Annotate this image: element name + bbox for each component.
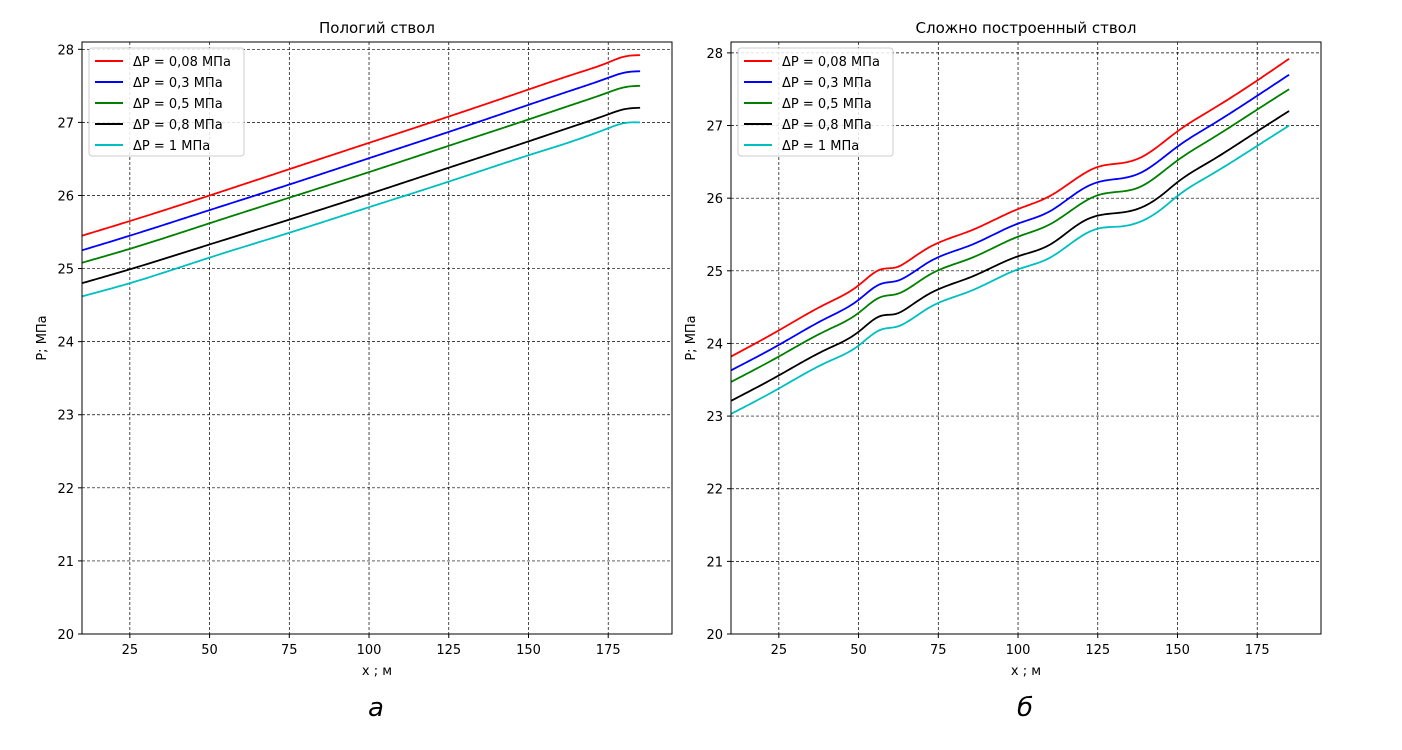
legend-label: ΔP = 0,08 МПа bbox=[782, 55, 880, 70]
legend-box bbox=[737, 47, 894, 157]
y-tick-label: 27 bbox=[57, 116, 74, 131]
y-tick-label: 28 bbox=[706, 47, 723, 62]
legend-label: ΔP = 1 МПа bbox=[782, 139, 859, 154]
y-tick-label: 21 bbox=[706, 555, 723, 570]
x-tick-label: 150 bbox=[1165, 643, 1190, 658]
series-line-4 bbox=[730, 110, 1290, 402]
legend-label: ΔP = 0,5 МПа bbox=[133, 97, 223, 112]
x-axis-label: x ; м bbox=[1011, 664, 1041, 679]
x-tick-label: 50 bbox=[850, 643, 867, 658]
x-tick-label: 125 bbox=[1085, 643, 1110, 658]
x-tick-label: 100 bbox=[1006, 643, 1031, 658]
x-tick-label: 125 bbox=[436, 643, 461, 658]
x-tick-label: 75 bbox=[281, 643, 298, 658]
plot-frame bbox=[81, 41, 673, 635]
x-tick-label: 50 bbox=[201, 643, 218, 658]
series-line-2 bbox=[81, 70, 641, 252]
chart-title: Пологий ствол bbox=[319, 19, 435, 37]
legend-label: ΔP = 0,08 МПа bbox=[133, 55, 231, 70]
x-tick-label: 175 bbox=[596, 643, 621, 658]
legend-label: ΔP = 1 МПа bbox=[133, 139, 210, 154]
y-tick-label: 21 bbox=[57, 555, 74, 570]
plot-frame bbox=[730, 41, 1322, 635]
chart-panel-2: 25 50 75 100 125 150 175 20 21 22 23 24 25 26 27 28 ΔP =… bbox=[684, 19, 1322, 723]
series-line-5 bbox=[730, 124, 1290, 415]
series-line-3 bbox=[81, 84, 641, 264]
legend-label: ΔP = 0,5 МПа bbox=[782, 97, 872, 112]
series-line-1 bbox=[730, 57, 1290, 358]
panel-label: а bbox=[368, 693, 384, 723]
legend-box bbox=[88, 47, 245, 157]
y-tick-label: 20 bbox=[57, 628, 74, 643]
x-tick-label: 25 bbox=[122, 643, 139, 658]
y-tick-label: 20 bbox=[706, 628, 723, 643]
y-tick-label: 22 bbox=[57, 482, 74, 497]
chart-title: Сложно построенный ствол bbox=[916, 19, 1137, 37]
y-tick-label: 22 bbox=[706, 483, 723, 498]
panel-label: б bbox=[1017, 693, 1033, 723]
x-tick-label: 175 bbox=[1245, 643, 1270, 658]
y-tick-label: 27 bbox=[706, 120, 723, 135]
legend-label: ΔP = 0,8 МПа bbox=[133, 118, 223, 133]
series-line-3 bbox=[730, 88, 1290, 383]
y-tick-label: 26 bbox=[57, 189, 74, 204]
x-tick-label: 75 bbox=[930, 643, 947, 658]
legend: ΔP = 0,08 МПа ΔP = 0,3 МПа ΔP = 0,5 МПа ΔP … bbox=[88, 47, 245, 157]
y-tick-label: 26 bbox=[706, 192, 723, 207]
series-line-2 bbox=[730, 73, 1290, 372]
y-tick-label: 23 bbox=[706, 410, 723, 425]
x-tick-label: 150 bbox=[516, 643, 541, 658]
y-tick-label: 24 bbox=[706, 337, 723, 352]
x-tick-label: 25 bbox=[771, 643, 788, 658]
y-tick-label: 24 bbox=[57, 336, 74, 351]
y-axis-label: P; МПа bbox=[35, 315, 50, 360]
y-tick-label: 25 bbox=[57, 263, 74, 278]
legend-label: ΔP = 0,3 МПа bbox=[133, 76, 223, 91]
y-tick-label: 28 bbox=[57, 43, 74, 58]
y-tick-label: 23 bbox=[57, 409, 74, 424]
series-line-1 bbox=[81, 54, 641, 237]
legend-label: ΔP = 0,8 МПа bbox=[782, 118, 872, 133]
legend-label: ΔP = 0,3 МПа bbox=[782, 76, 872, 91]
series-line-5 bbox=[81, 121, 641, 298]
y-axis-label: P; МПа bbox=[684, 315, 699, 360]
x-tick-label: 100 bbox=[357, 643, 382, 658]
legend: ΔP = 0,08 МПа ΔP = 0,3 МПа ΔP = 0,5 МПа ΔP … bbox=[737, 47, 894, 157]
chart-panel-1: 25 50 75 100 125 150 175 20 21 22 23 24 25 26 27 28 ΔP =… bbox=[35, 19, 673, 723]
x-axis-label: x ; м bbox=[362, 664, 392, 679]
series-line-4 bbox=[81, 106, 641, 285]
y-tick-label: 25 bbox=[706, 265, 723, 280]
